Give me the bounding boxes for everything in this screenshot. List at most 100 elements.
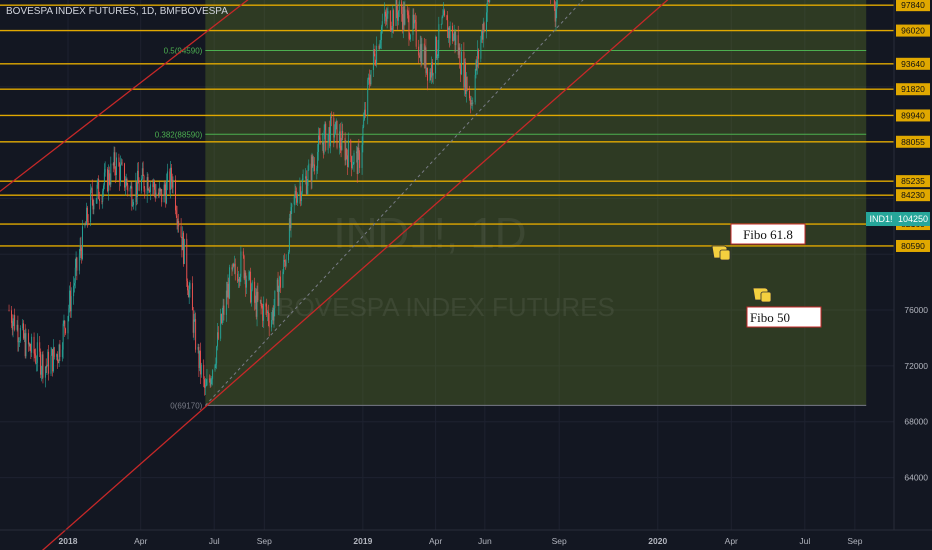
candle-body [250, 271, 252, 303]
candle-body [556, 0, 558, 10]
candle-body [170, 167, 172, 182]
candle-body [340, 145, 342, 150]
fibo-618-callout[interactable]: Fibo 61.8 [711, 223, 806, 261]
level-tag [896, 189, 930, 202]
candle-body [363, 119, 365, 128]
candle-body [177, 221, 179, 224]
candle-body [95, 198, 97, 204]
candle-body [424, 47, 426, 66]
candle-body [233, 263, 235, 267]
candle-body [192, 310, 194, 333]
last-price-tag: IND1! 104250 [866, 212, 930, 226]
candle-body [118, 157, 120, 166]
candle-body [33, 336, 35, 354]
candle-body [69, 290, 71, 312]
candle-body [217, 332, 218, 347]
candle-body [169, 171, 171, 190]
candle-body [397, 12, 399, 21]
candle-body [146, 177, 148, 194]
candle-body [67, 316, 69, 334]
candle-body [104, 169, 106, 173]
candle-body [554, 8, 556, 22]
candle-body [452, 36, 454, 41]
candle-body [323, 130, 325, 153]
candle-body [444, 10, 445, 16]
candle-body [262, 306, 264, 321]
level-tag [896, 57, 930, 70]
candle-body [24, 333, 26, 357]
candle-body [310, 163, 312, 181]
candle-body [81, 250, 83, 260]
candle-body [313, 164, 315, 172]
horizontal-levels[interactable] [0, 0, 894, 247]
candle-body [256, 291, 258, 317]
candle-body [273, 308, 275, 321]
candle-body [293, 196, 295, 205]
watermark-symbol: IND1!, 1D [333, 209, 526, 258]
candle-body [120, 162, 122, 165]
candle-body [149, 184, 151, 193]
candle-body [474, 74, 476, 103]
candle-body [381, 21, 383, 27]
candle-body [425, 47, 427, 73]
candle-body [17, 324, 19, 343]
candle-body [452, 25, 454, 41]
candle-body [396, 0, 398, 13]
candle-body [413, 14, 415, 24]
candle-body [361, 144, 363, 168]
candle-body [441, 17, 443, 25]
candle-body [29, 343, 31, 351]
candle-body [307, 170, 309, 186]
candle-body [10, 310, 12, 323]
candle-body [480, 39, 482, 59]
candle-body [448, 27, 449, 38]
candle-body [194, 319, 196, 321]
candle-body [436, 56, 438, 58]
candle-body [153, 181, 155, 188]
candle-body [84, 224, 86, 227]
candle-body [454, 31, 456, 46]
candle-body [455, 35, 457, 46]
candle-body [50, 355, 52, 374]
candle-body [335, 120, 337, 123]
candle-body [379, 43, 381, 49]
candle-body [211, 378, 213, 380]
candle-body [225, 290, 227, 315]
candle-body [11, 322, 13, 330]
candle-body [178, 221, 180, 227]
candle-body [274, 290, 276, 309]
candle-body [109, 182, 111, 185]
candle-body [268, 320, 270, 328]
x-axis[interactable]: 2018 Apr Jul Sep 2019 Apr Jun Sep 2020 Apr Jul Sep [0, 529, 932, 546]
candle-body [46, 365, 48, 368]
candle-body [152, 184, 154, 188]
candle-body [79, 245, 81, 256]
candle-body [432, 73, 434, 76]
candle-body [141, 168, 143, 179]
candle-body [431, 62, 433, 76]
level-tag [896, 83, 930, 96]
candle-body [227, 283, 229, 298]
level-tag-value: 88055 [901, 137, 925, 147]
candle-body [204, 386, 206, 388]
candle-body [418, 46, 420, 56]
candle-body [464, 62, 466, 88]
candle-body [280, 276, 281, 288]
candle-body [143, 175, 145, 189]
candle-body [233, 264, 235, 267]
fibo-50-callout[interactable]: Fibo 50 [746, 287, 822, 328]
candle-body [114, 152, 116, 171]
channel-lines[interactable] [0, 0, 894, 550]
candle-body [386, 13, 388, 22]
candle-body [483, 23, 485, 32]
fib-zone-lower [205, 0, 867, 406]
annotations[interactable]: Fibo 61.8 Fibo 50 [711, 223, 822, 328]
candle-body [220, 314, 222, 339]
candle-body [330, 116, 332, 147]
y-axis[interactable]: 9972597840960209364091820899408805585235… [893, 0, 930, 530]
candle-body [158, 192, 159, 196]
candle-body [187, 280, 189, 291]
candle-body [42, 354, 44, 378]
candle-body [210, 379, 212, 386]
